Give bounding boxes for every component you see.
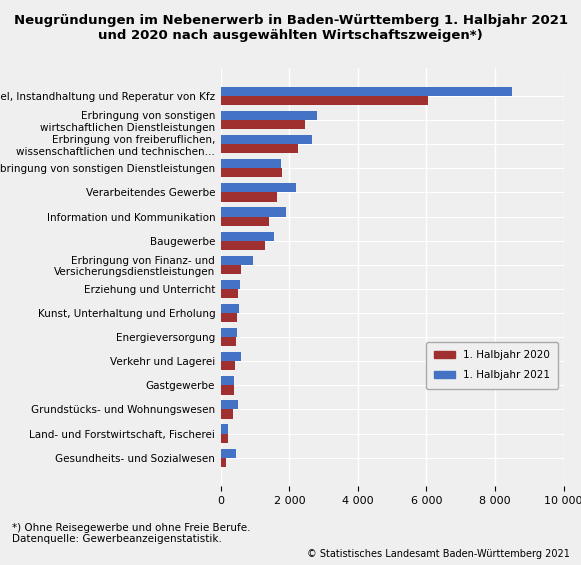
Bar <box>221 458 226 467</box>
Bar <box>221 449 235 458</box>
Bar <box>221 424 228 433</box>
Bar <box>221 280 239 289</box>
Legend: 1. Halbjahr 2020, 1. Halbjahr 2021: 1. Halbjahr 2020, 1. Halbjahr 2021 <box>425 342 558 389</box>
Bar <box>221 216 269 226</box>
Bar <box>221 328 237 337</box>
Bar <box>221 232 274 241</box>
Bar <box>221 313 237 322</box>
Bar <box>221 120 305 129</box>
Bar <box>221 255 253 265</box>
Text: *) Ohne Reisegewerbe und ohne Freie Berufe.: *) Ohne Reisegewerbe und ohne Freie Beru… <box>12 523 250 533</box>
Text: Neugründungen im Nebenerwerb in Baden-Württemberg 1. Halbjahr 2021
und 2020 nach: Neugründungen im Nebenerwerb in Baden-Wü… <box>13 14 568 42</box>
Bar <box>221 401 238 410</box>
Bar <box>221 361 235 371</box>
Bar <box>221 144 298 153</box>
Bar <box>221 168 282 177</box>
Bar <box>221 135 311 144</box>
Bar <box>221 352 241 361</box>
Bar <box>221 304 239 313</box>
Bar <box>221 96 428 105</box>
Bar <box>221 289 238 298</box>
Bar <box>221 87 512 96</box>
Bar <box>221 433 228 443</box>
Bar <box>221 376 234 385</box>
Text: © Statistisches Landesamt Baden-Württemberg 2021: © Statistisches Landesamt Baden-Württemb… <box>307 549 569 559</box>
Bar <box>221 183 296 193</box>
Bar <box>221 410 234 419</box>
Bar <box>221 337 235 346</box>
Bar <box>221 207 286 216</box>
Bar <box>221 159 281 168</box>
Bar <box>221 193 277 202</box>
Bar <box>221 111 317 120</box>
Bar <box>221 265 241 274</box>
Text: Datenquelle: Gewerbeanzeigenstatistik.: Datenquelle: Gewerbeanzeigenstatistik. <box>12 534 221 544</box>
Bar <box>221 385 234 394</box>
Bar <box>221 241 266 250</box>
